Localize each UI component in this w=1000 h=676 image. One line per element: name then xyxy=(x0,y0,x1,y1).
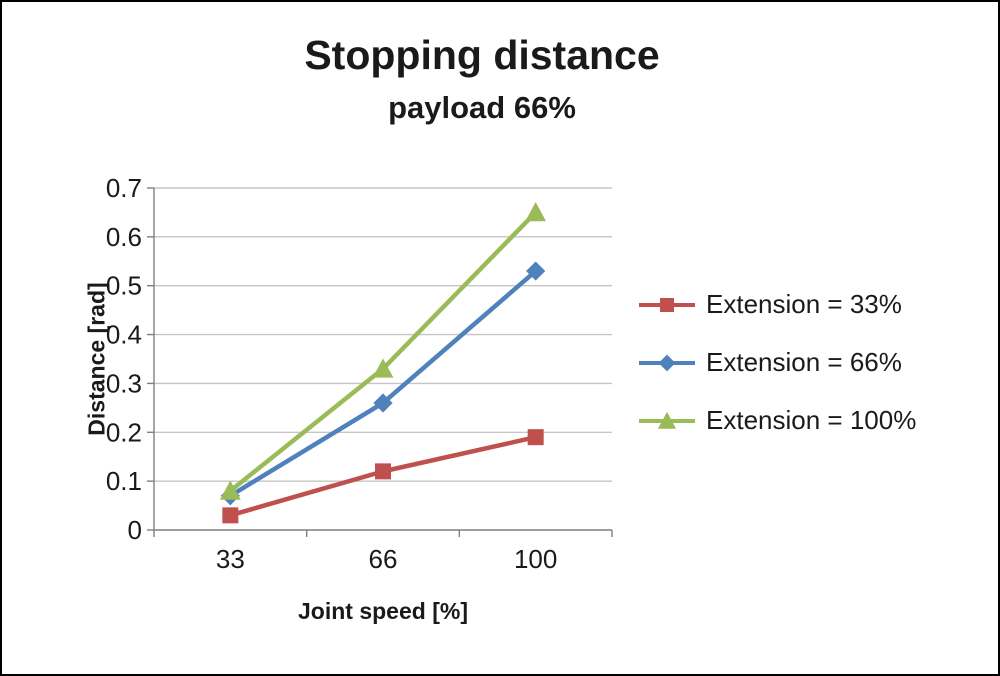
marker-triangle xyxy=(657,411,677,429)
marker-diamond xyxy=(658,354,676,371)
legend-label: Extension = 33% xyxy=(706,289,902,319)
legend-marker-icon xyxy=(639,354,695,371)
x-tick-label: 100 xyxy=(514,544,557,574)
legend-label: Extension = 100% xyxy=(706,405,917,435)
marker-triangle xyxy=(372,358,394,378)
marker-triangle xyxy=(525,202,547,222)
legend-item: Extension = 100% xyxy=(636,399,916,442)
marker-diamond xyxy=(526,261,546,281)
marker-square xyxy=(222,507,239,524)
y-tick-label: 0.6 xyxy=(106,222,142,252)
marker-square xyxy=(375,463,391,480)
y-tick-label: 0.2 xyxy=(106,417,142,447)
y-tick-label: 0.1 xyxy=(106,466,142,496)
x-tick-label: 33 xyxy=(216,544,245,574)
y-tick-label: 0 xyxy=(128,515,142,545)
legend: Extension = 33% Extension = 66% Extension … xyxy=(636,283,916,442)
chart-subtitle: payload 66% xyxy=(388,90,576,125)
legend-marker-icon xyxy=(639,297,695,312)
plot-svg: 0 0.1 0.2 0.3 0.4 0.5 0.6 0.7 33 66 100 xyxy=(106,173,613,574)
marker-triangle xyxy=(219,480,241,500)
legend-label: Extension = 66% xyxy=(706,347,902,377)
chart-title: Stopping distance xyxy=(304,32,660,78)
y-tick-label: 0.5 xyxy=(106,271,142,301)
marker-diamond xyxy=(373,393,393,413)
legend-item: Extension = 33% xyxy=(636,283,916,326)
x-tick-label: 66 xyxy=(369,544,398,574)
y-tick-label: 0.7 xyxy=(106,173,142,203)
x-axis-title: Joint speed [%] xyxy=(298,598,468,624)
marker-square xyxy=(527,429,544,446)
legend-item: Extension = 66% xyxy=(636,341,916,384)
marker-square xyxy=(660,297,674,312)
y-tick-label: 0.4 xyxy=(106,320,142,350)
legend-marker-icon xyxy=(639,411,695,429)
y-tick-label: 0.3 xyxy=(106,368,142,398)
